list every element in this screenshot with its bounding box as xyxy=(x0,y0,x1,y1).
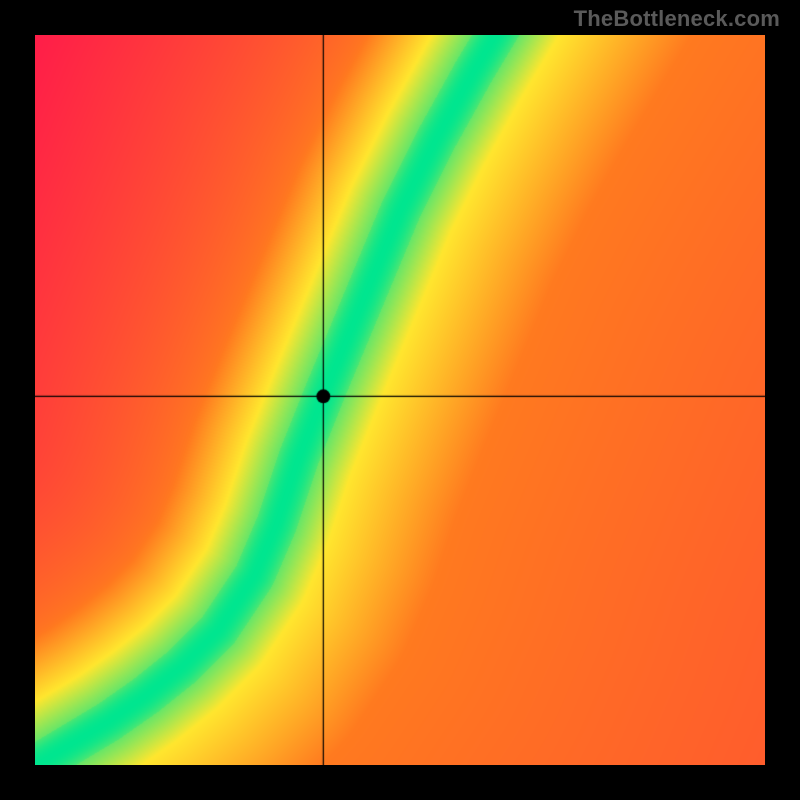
chart-container: TheBottleneck.com xyxy=(0,0,800,800)
heatmap-canvas xyxy=(35,35,765,765)
heatmap-plot xyxy=(35,35,765,765)
watermark-text: TheBottleneck.com xyxy=(574,6,780,32)
